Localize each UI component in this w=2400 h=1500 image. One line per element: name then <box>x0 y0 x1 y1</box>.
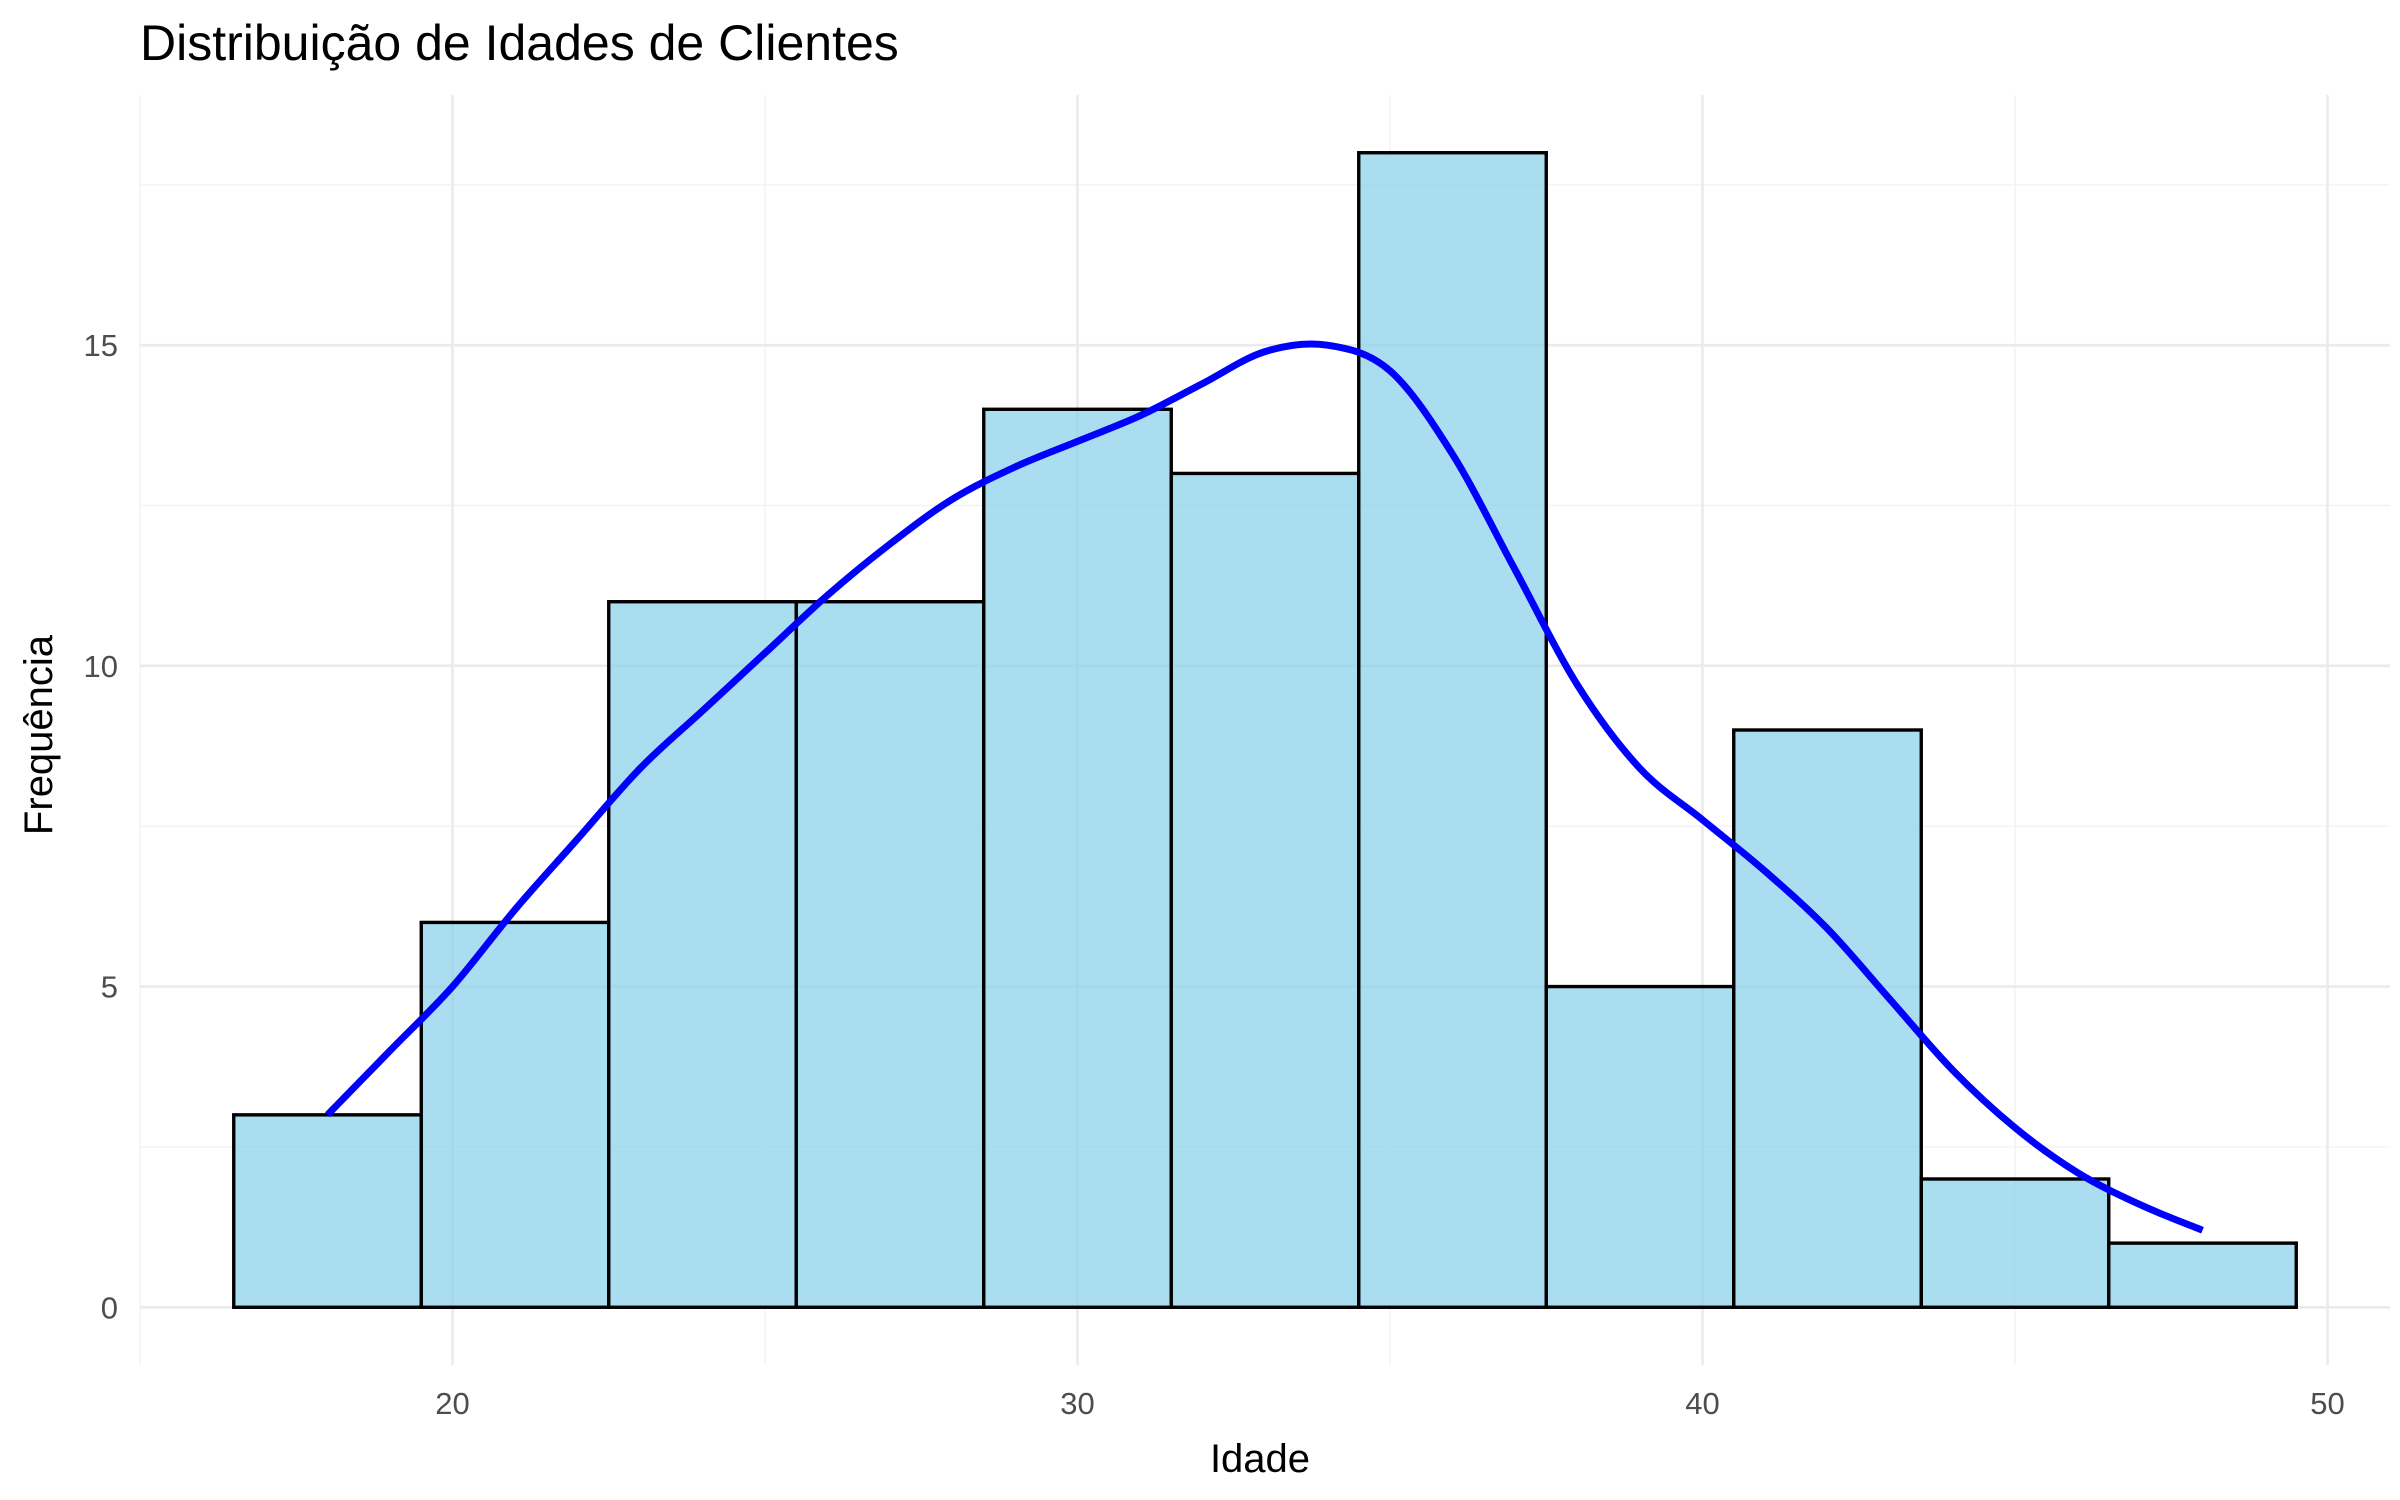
histogram-bar-10 <box>1919 1177 2111 1309</box>
histogram-bar-7 <box>1357 151 1548 1309</box>
histogram-bar-3 <box>607 600 798 1309</box>
histogram-bar-11 <box>2107 1241 2298 1309</box>
histogram-bar-6 <box>1169 471 1361 1309</box>
density-curve-group <box>325 340 2204 1234</box>
x-tick-label: 30 <box>1060 1386 1094 1421</box>
y-tick-label: 10 <box>84 649 118 684</box>
histogram-bar-5 <box>982 407 1173 1309</box>
y-axis-label: Frequência <box>17 634 61 835</box>
x-tick-label: 50 <box>2310 1386 2344 1421</box>
histogram-bar-4 <box>794 600 986 1309</box>
x-tick-label: 40 <box>1685 1386 1719 1421</box>
x-axis-label: Idade <box>1210 1437 1310 1481</box>
density-curve <box>325 340 2204 1234</box>
histogram-bar-9 <box>1732 728 1923 1309</box>
chart-title: Distribuição de Idades de Clientes <box>140 15 899 71</box>
x-tick-label: 20 <box>435 1386 469 1421</box>
y-tick-label: 15 <box>84 328 118 363</box>
y-axis-ticks: 0 5 10 15 <box>84 328 118 1325</box>
y-tick-label: 0 <box>101 1290 118 1325</box>
x-axis-ticks: 20 30 40 50 <box>435 1386 2344 1421</box>
histogram-bar-2 <box>419 920 611 1309</box>
histogram-bar-8 <box>1544 984 1736 1309</box>
histogram-bar-1 <box>232 1113 423 1309</box>
histogram-bars <box>232 151 2298 1309</box>
y-tick-label: 5 <box>101 970 118 1005</box>
